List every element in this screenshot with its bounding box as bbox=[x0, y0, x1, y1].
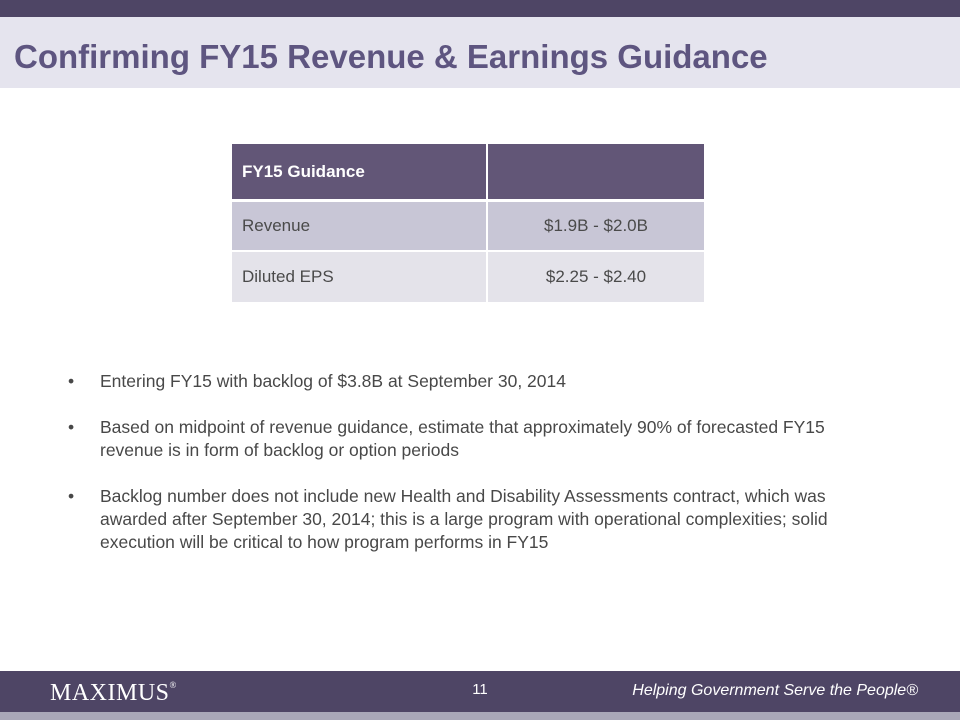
table-header-cell: FY15 Guidance bbox=[232, 144, 488, 202]
page-number: 11 bbox=[472, 681, 488, 698]
table-row: Revenue $1.9B - $2.0B bbox=[232, 202, 704, 252]
table-header-row: FY15 Guidance bbox=[232, 144, 704, 202]
bullet-icon: • bbox=[68, 417, 75, 437]
footer-strip bbox=[0, 712, 960, 720]
table-row: Diluted EPS $2.25 - $2.40 bbox=[232, 252, 704, 302]
list-item: • Backlog number does not include new He… bbox=[68, 485, 888, 554]
title-band bbox=[0, 17, 960, 88]
page-title: Confirming FY15 Revenue & Earnings Guida… bbox=[14, 38, 768, 75]
bullet-icon: • bbox=[68, 371, 75, 391]
footer-tagline: Helping Government Serve the People® bbox=[632, 682, 918, 699]
maximus-logo: MAXIMUS® bbox=[50, 680, 177, 707]
logo-text: MAXIMUS bbox=[50, 680, 170, 706]
top-bar bbox=[0, 0, 960, 17]
table-cell-value: $2.25 - $2.40 bbox=[488, 252, 704, 302]
logo-registered-mark: ® bbox=[169, 680, 177, 690]
footer-bar bbox=[0, 671, 960, 712]
bullet-text: Backlog number does not include new Heal… bbox=[100, 486, 828, 552]
bullet-icon: • bbox=[68, 486, 75, 506]
table-cell-value: $1.9B - $2.0B bbox=[488, 202, 704, 252]
table-cell-label: Revenue bbox=[232, 202, 488, 252]
guidance-table: FY15 Guidance Revenue $1.9B - $2.0B Dilu… bbox=[232, 144, 704, 302]
bullet-text: Entering FY15 with backlog of $3.8B at S… bbox=[100, 371, 566, 391]
list-item: • Based on midpoint of revenue guidance,… bbox=[68, 416, 888, 462]
table-header-cell bbox=[488, 144, 704, 202]
bullet-text: Based on midpoint of revenue guidance, e… bbox=[100, 417, 825, 460]
list-item: • Entering FY15 with backlog of $3.8B at… bbox=[68, 370, 888, 393]
bullet-list: • Entering FY15 with backlog of $3.8B at… bbox=[68, 370, 888, 577]
table-cell-label: Diluted EPS bbox=[232, 252, 488, 302]
